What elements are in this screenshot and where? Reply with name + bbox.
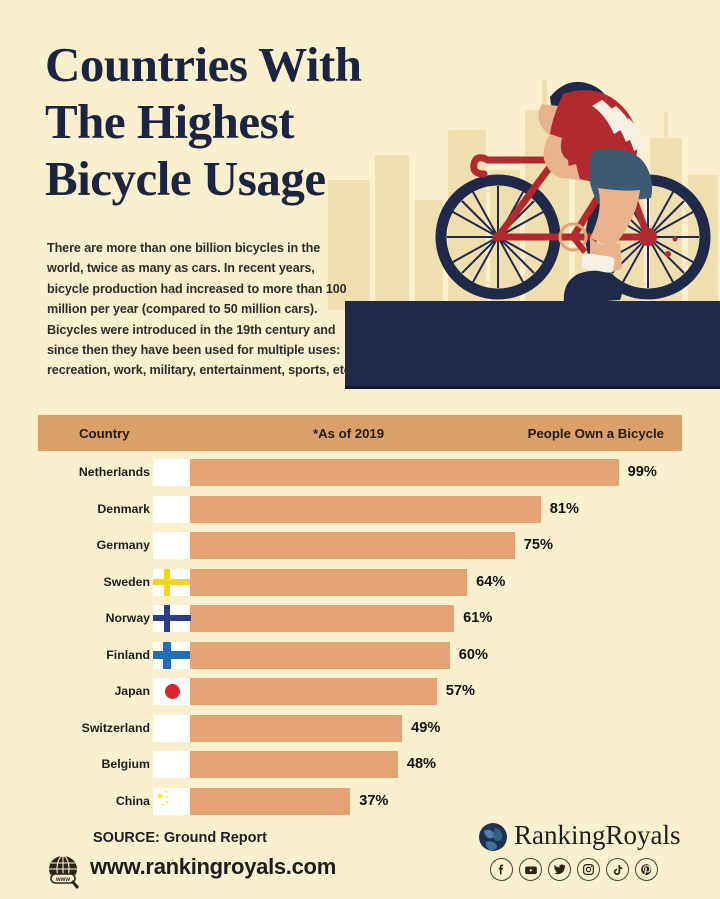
table-row: Switzerland 49% xyxy=(0,714,720,751)
title-line-1: Countries With xyxy=(45,37,362,92)
country-label: Belgium xyxy=(101,757,150,771)
svg-text:www: www xyxy=(55,877,70,883)
country-label: China xyxy=(115,793,150,808)
country-label: Switzerland xyxy=(81,720,150,735)
hero-section: Countries With The Highest Bicycle Usage xyxy=(0,0,720,410)
country-label: Germany xyxy=(96,538,150,552)
page-title: Countries With The Highest Bicycle Usage xyxy=(45,36,475,207)
bar xyxy=(190,678,437,705)
country-label: Finland xyxy=(106,647,150,662)
table-row: Japan 57% xyxy=(0,677,720,714)
bar-chart-rows: Netherlands 99% Denmark 81% Germany 75% Sweden… xyxy=(0,458,720,823)
country-label: Japan xyxy=(114,684,150,698)
country-label: Netherlands xyxy=(78,465,150,479)
cyclist-illustration xyxy=(435,81,711,304)
bar-value-label: 99% xyxy=(627,464,657,480)
bar-value-label: 64% xyxy=(476,573,506,590)
netherlands-flag xyxy=(153,459,191,486)
title-line-3: Bicycle Usage xyxy=(45,151,326,206)
bar xyxy=(190,751,398,778)
tiktok-icon[interactable] xyxy=(606,858,629,881)
bar xyxy=(190,532,515,559)
belgium-flag xyxy=(153,751,191,778)
country-label: Sweden xyxy=(103,574,150,589)
country-label: Norway xyxy=(105,611,150,625)
table-row: Denmark 81% xyxy=(0,495,720,532)
denmark-flag xyxy=(153,495,191,523)
bar-value-label: 60% xyxy=(458,646,489,663)
table-row: Sweden 64% xyxy=(0,568,720,605)
table-row: Norway 61% xyxy=(0,604,720,641)
table-row: Germany 75% xyxy=(0,531,720,568)
instagram-icon[interactable] xyxy=(577,858,600,881)
bar-value-label: 75% xyxy=(523,537,553,553)
japan-flag xyxy=(153,678,191,705)
brand-name: RankingRoyals xyxy=(514,820,681,850)
twitter-icon[interactable] xyxy=(548,858,571,881)
switzerland-flag xyxy=(153,714,191,742)
table-row: China ★ ★ ★ ★ ★ 37% xyxy=(0,787,720,824)
country-label: Denmark xyxy=(97,501,150,516)
bar-value-label: 61% xyxy=(463,610,493,626)
bar xyxy=(190,787,351,815)
facebook-icon[interactable] xyxy=(490,858,513,881)
china-flag: ★ ★ ★ ★ ★ xyxy=(153,787,191,815)
bar xyxy=(190,459,619,486)
bar xyxy=(190,714,403,742)
bar-value-label: 81% xyxy=(549,500,579,517)
germany-flag xyxy=(153,532,191,559)
table-row: Netherlands 99% xyxy=(0,458,720,495)
bar xyxy=(190,605,455,632)
bar xyxy=(190,495,541,523)
norway-flag xyxy=(153,605,191,632)
brand-globe-icon xyxy=(479,823,507,851)
globe-www-icon: www xyxy=(49,855,80,889)
bar-value-label: 37% xyxy=(359,792,389,809)
table-row: Finland 60% xyxy=(0,641,720,678)
table-header-band: Country *As of 2019 People Own a Bicycle xyxy=(38,415,682,451)
title-line-2: The Highest xyxy=(45,94,295,149)
bar xyxy=(190,641,450,669)
social-links xyxy=(490,858,658,881)
website-url[interactable]: www.rankingroyals.com xyxy=(90,854,336,879)
intro-paragraph: There are more than one billion bicycles… xyxy=(47,241,355,378)
youtube-icon[interactable] xyxy=(519,858,542,881)
navy-banner-box xyxy=(345,301,720,389)
table-row: Belgium 48% xyxy=(0,750,720,787)
brand-logo: RankingRoyals xyxy=(478,820,698,854)
column-header-as-of: *As of 2019 xyxy=(313,426,385,441)
bar-value-label: 49% xyxy=(411,719,441,736)
bar-value-label: 57% xyxy=(445,683,476,699)
bar-value-label: 48% xyxy=(406,756,437,772)
pinterest-icon[interactable] xyxy=(635,858,658,881)
source-label: SOURCE: Ground Report xyxy=(93,830,267,846)
column-header-country: Country xyxy=(79,426,130,441)
finland-flag xyxy=(153,641,191,669)
column-header-people-own-a-bicycle: People Own a Bicycle xyxy=(527,426,664,441)
sweden-flag xyxy=(153,568,191,596)
bar xyxy=(190,568,468,596)
